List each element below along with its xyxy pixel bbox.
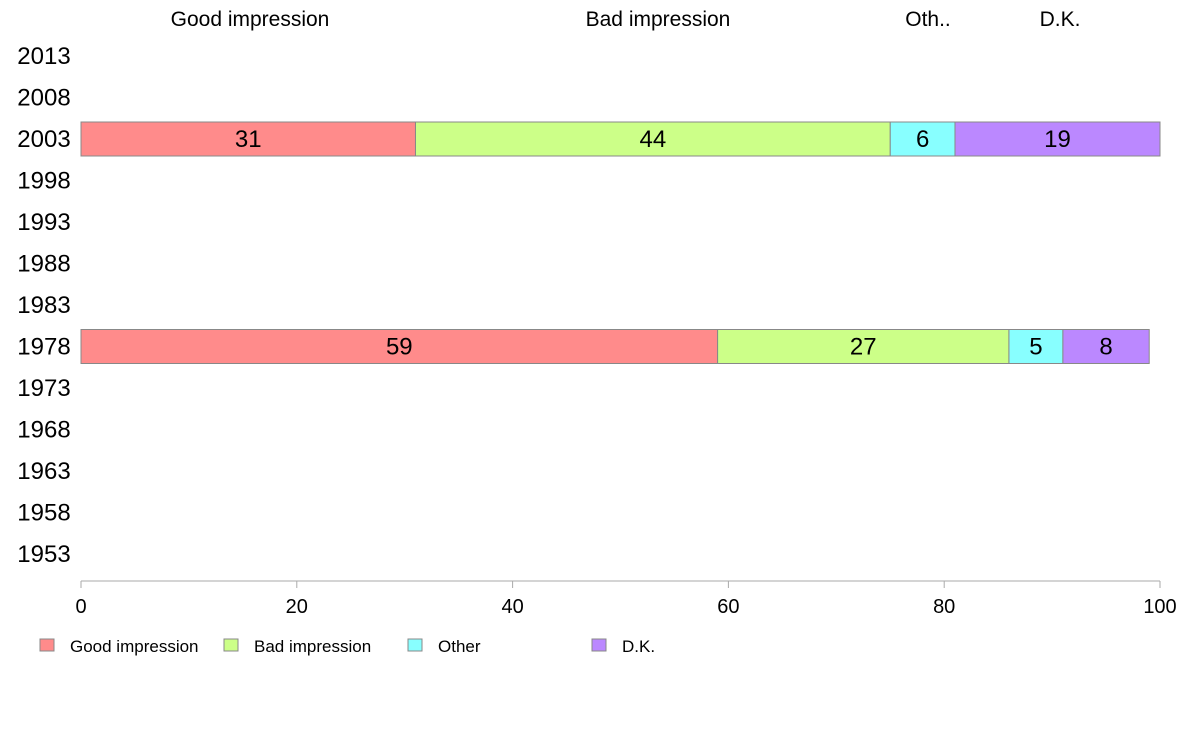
legend-swatch-d-k [591, 638, 607, 652]
legend-swatch-other [407, 638, 423, 652]
x-tick-label-80: 80 [933, 596, 955, 618]
bar-segment-2003-d-k [954, 121, 1161, 157]
data-label-2003-d-k: 19 [1044, 126, 1071, 153]
bar-segment-1978-d-k [1062, 329, 1150, 364]
data-label-2003-other: 6 [916, 126, 929, 153]
bar-segment-1978-good-impression [80, 329, 719, 364]
year-label-2008: 2008 [17, 85, 70, 112]
year-label-1968: 1968 [17, 417, 70, 444]
column-headers: Good impression Bad impression Oth.. D.K. [171, 8, 1081, 31]
bars: 31 44 6 19 59 27 5 8 [80, 121, 1161, 364]
column-header-bad-impression: Bad impression [586, 8, 731, 31]
legend-swatch-bad-impression [223, 638, 239, 652]
x-tick-label-40: 40 [501, 596, 523, 618]
x-tick-label-100: 100 [1143, 596, 1176, 618]
x-axis: 0 20 40 60 80 100 [75, 580, 1177, 618]
legend: Good impression Bad impression Other D.K. [39, 637, 655, 656]
year-label-2003: 2003 [17, 126, 70, 153]
legend-label-bad-impression: Bad impression [254, 637, 371, 656]
year-axis: 2013 2008 2003 1998 1993 1988 1983 1978 1973 1968… [17, 43, 70, 568]
data-label-2003-good-impression: 31 [235, 126, 262, 153]
bar-segment-2003-other [889, 121, 956, 157]
bar-segment-1978-bad-impression [717, 329, 1010, 364]
bar-segment-2003-bad-impression [414, 121, 891, 157]
column-header-good-impression: Good impression [171, 8, 330, 31]
year-label-1958: 1958 [17, 500, 70, 527]
x-tick-label-0: 0 [75, 596, 86, 618]
data-label-2003-bad-impression: 44 [640, 126, 667, 153]
column-header-d-k: D.K. [1040, 8, 1081, 31]
bar-segment-1978-other [1008, 329, 1064, 364]
legend-label-other: Other [438, 637, 481, 656]
x-tick-label-60: 60 [717, 596, 739, 618]
data-label-1978-good-impression: 59 [386, 334, 413, 361]
year-label-1973: 1973 [17, 375, 70, 402]
year-label-1988: 1988 [17, 251, 70, 278]
year-label-1998: 1998 [17, 168, 70, 195]
legend-label-good-impression: Good impression [70, 637, 199, 656]
bar-segment-2003-good-impression [80, 121, 416, 157]
year-label-1983: 1983 [17, 292, 70, 319]
column-header-oth: Oth.. [905, 8, 951, 31]
year-label-2013: 2013 [17, 43, 70, 70]
legend-swatch-good-impression [39, 638, 55, 652]
year-label-1978: 1978 [17, 334, 70, 361]
data-label-1978-other: 5 [1029, 334, 1042, 361]
year-label-1953: 1953 [17, 541, 70, 568]
year-label-1963: 1963 [17, 458, 70, 485]
x-tick-label-20: 20 [286, 596, 308, 618]
legend-label-d-k: D.K. [622, 637, 655, 656]
year-label-1993: 1993 [17, 209, 70, 236]
data-label-1978-d-k: 8 [1099, 334, 1112, 361]
data-label-1978-bad-impression: 27 [850, 334, 877, 361]
